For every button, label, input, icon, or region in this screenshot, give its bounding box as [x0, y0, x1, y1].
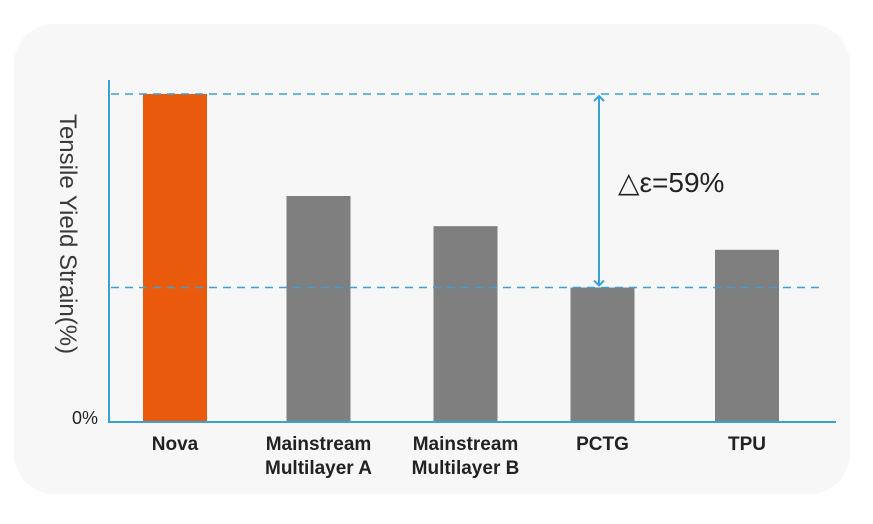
x-tick-label: TPU [728, 434, 766, 455]
x-tick-label: PCTG [576, 434, 629, 455]
x-tick-label: Mainstream [413, 434, 519, 455]
x-tick-label: Multilayer A [265, 458, 372, 479]
bar-2 [433, 226, 498, 422]
bar-1 [286, 196, 351, 422]
bar-0 [143, 94, 207, 422]
x-tick-label: Mainstream [266, 434, 372, 455]
y-tick-label: 0% [72, 408, 98, 428]
bar-4 [715, 249, 779, 422]
y-axis-label: Tensile Yield Strain(%) [54, 114, 81, 354]
delta-annotation: △ε=59% [618, 167, 724, 198]
x-tick-label: Nova [152, 434, 199, 455]
x-tick-label: Multilayer B [412, 458, 520, 479]
bar-3 [570, 287, 635, 422]
